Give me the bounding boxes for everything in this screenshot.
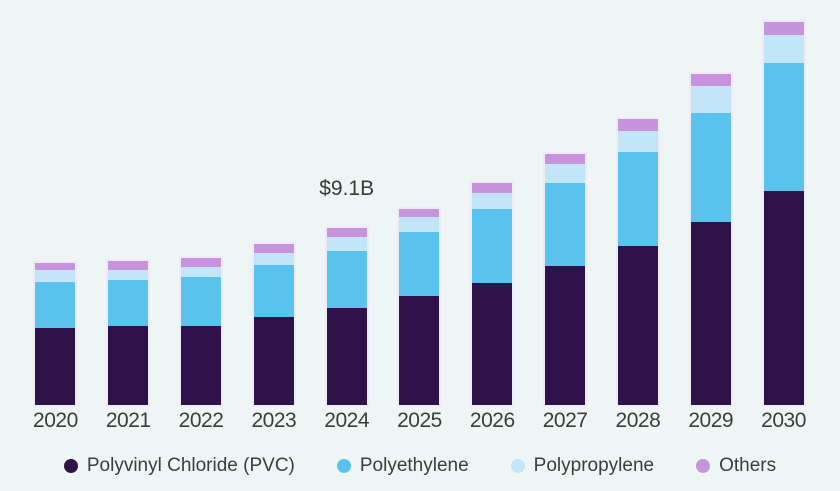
bar-segment-others	[108, 260, 149, 271]
x-tick-label-2023: 2023	[251, 409, 297, 432]
value-annotation-2024: $9.1B	[319, 177, 375, 201]
legend-label: Polyvinyl Chloride (PVC)	[86, 455, 295, 476]
legend-label: Others	[719, 455, 777, 476]
x-tick-label-2020: 2020	[33, 409, 78, 432]
legend-item-polyvinyl-chloride-pvc: Polyvinyl Chloride (PVC)	[63, 455, 295, 477]
bar-segment-polyvinyl-chloride-pvc	[326, 308, 367, 405]
x-tick-label-2027: 2027	[542, 409, 588, 432]
bar-segment-polypropylene	[35, 270, 76, 282]
bar-group-2022	[165, 0, 238, 405]
bar-segment-polyethylene	[108, 280, 149, 327]
bar-segment-polypropylene	[253, 252, 294, 266]
stacked-bar-2024	[326, 228, 367, 405]
bar-segment-polypropylene	[326, 237, 367, 251]
bar-segment-polyvinyl-chloride-pvc	[35, 328, 76, 405]
bar-segment-polypropylene	[108, 270, 149, 281]
bar-segment-polyethylene	[181, 276, 222, 326]
bar-group-2026	[456, 0, 529, 405]
bar-segment-others	[763, 21, 804, 36]
bar-segment-polyethylene	[763, 63, 804, 191]
x-tick-label-2024: 2024	[324, 409, 370, 432]
legend-swatch-icon	[510, 459, 525, 473]
bar-segment-others	[690, 73, 731, 86]
bar-segment-polyethylene	[545, 182, 586, 266]
stacked-bar-2030	[763, 21, 804, 405]
x-tick-label-2026: 2026	[469, 409, 515, 432]
legend-swatch-icon	[336, 459, 351, 473]
legend-label: Polyethylene	[359, 455, 469, 476]
stacked-bar-2023	[253, 244, 294, 405]
stacked-bar-2027	[545, 154, 586, 405]
bar-segment-polyethylene	[690, 113, 731, 222]
bar-segment-polyethylene	[617, 151, 658, 246]
bar-segment-others	[545, 154, 586, 165]
bar-segment-polypropylene	[181, 266, 222, 277]
bar-group-2020	[19, 0, 92, 405]
stacked-bar-2020	[35, 262, 76, 405]
stacked-bar-2029	[690, 73, 731, 405]
bar-group-2028	[602, 0, 675, 405]
stacked-bar-2028	[617, 119, 658, 405]
bar-segment-polyethylene	[253, 265, 294, 318]
bar-segment-others	[399, 208, 440, 218]
bar-segment-polypropylene	[472, 192, 513, 210]
bar-segment-polyvinyl-chloride-pvc	[399, 296, 440, 405]
legend-item-others: Others	[696, 455, 776, 477]
bar-segment-polypropylene	[399, 217, 440, 232]
x-tick-label-2030: 2030	[761, 409, 806, 432]
bar-group-2029	[674, 0, 747, 405]
x-tick-label-2029: 2029	[688, 409, 734, 432]
bars-area: $9.1B	[19, 0, 820, 405]
legend-item-polyethylene: Polyethylene	[336, 455, 469, 477]
x-tick-label-2021: 2021	[105, 409, 151, 432]
bar-segment-polyethylene	[326, 250, 367, 309]
bar-segment-polyethylene	[399, 231, 440, 297]
bar-segment-polyvinyl-chloride-pvc	[472, 283, 513, 405]
bar-segment-others	[472, 183, 513, 193]
stacked-bar-2021	[108, 260, 149, 405]
bar-segment-polyvinyl-chloride-pvc	[253, 317, 294, 405]
bar-segment-polyvinyl-chloride-pvc	[763, 190, 804, 405]
stacked-bar-2022	[181, 258, 222, 405]
bar-segment-polypropylene	[617, 130, 658, 152]
bar-segment-others	[326, 228, 367, 238]
bar-segment-others	[181, 258, 222, 267]
bar-segment-polyvinyl-chloride-pvc	[617, 246, 658, 405]
bar-segment-polyvinyl-chloride-pvc	[108, 326, 149, 405]
x-tick-label-2022: 2022	[178, 409, 224, 432]
bar-segment-polypropylene	[545, 164, 586, 183]
stacked-bar-2025	[399, 208, 440, 405]
legend: Polyvinyl Chloride (PVC) Polyethylene Poly…	[0, 451, 840, 481]
bar-segment-others	[253, 244, 294, 253]
bar-segment-polyethylene	[472, 209, 513, 284]
bar-group-2021	[92, 0, 165, 405]
bar-segment-polyvinyl-chloride-pvc	[545, 266, 586, 405]
legend-swatch-icon	[696, 459, 711, 473]
legend-item-polypropylene: Polypropylene	[510, 455, 655, 477]
bar-segment-polyvinyl-chloride-pvc	[690, 221, 731, 405]
x-tick-label-2028: 2028	[615, 409, 661, 432]
bar-segment-polyvinyl-chloride-pvc	[181, 326, 222, 405]
bar-segment-polypropylene	[763, 35, 804, 64]
bar-segment-others	[35, 262, 76, 271]
x-axis: 2020 2021 2022 2023 2024 2025 2026 2027 2028 2029…	[19, 409, 820, 433]
bar-segment-polypropylene	[690, 85, 731, 114]
stacked-bar-2026	[472, 183, 513, 405]
bar-group-2023	[237, 0, 310, 405]
x-tick-label-2025: 2025	[397, 409, 442, 432]
legend-swatch-icon	[63, 459, 78, 473]
bar-segment-others	[617, 119, 658, 131]
legend-label: Polypropylene	[533, 455, 655, 476]
bar-group-2030	[747, 0, 820, 405]
bar-group-2024: $9.1B	[310, 0, 383, 405]
bar-group-2025	[383, 0, 456, 405]
bar-group-2027	[529, 0, 602, 405]
bar-segment-polyethylene	[35, 281, 76, 329]
